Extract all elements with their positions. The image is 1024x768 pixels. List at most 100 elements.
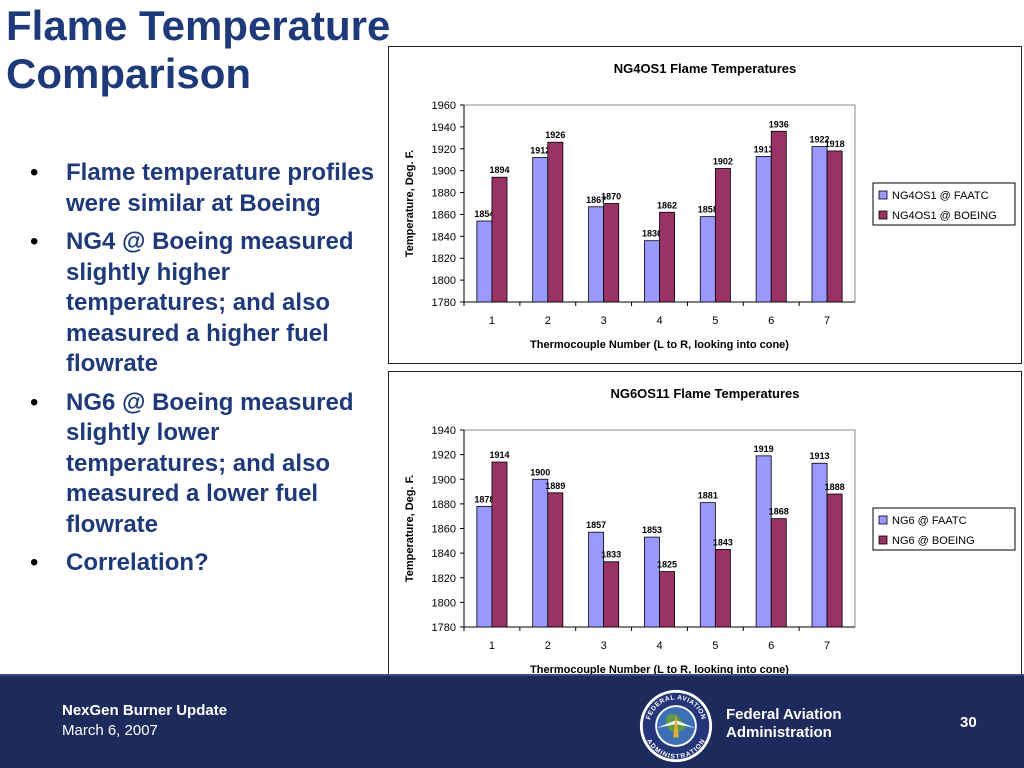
data-label: 1858 <box>698 205 718 215</box>
x-tick-label: 6 <box>768 315 774 327</box>
bullet-item: • NG6 @ Boeing measured slightly lower te… <box>30 388 380 541</box>
slide-title: Flame Temperature Comparison <box>6 2 390 98</box>
data-label: 1902 <box>713 156 733 166</box>
data-label: 1867 <box>586 195 606 205</box>
bullet-text: NG4 @ Boeing measured slightly higher te… <box>66 228 354 377</box>
bullet-glyph: • <box>30 549 39 576</box>
data-label: 1870 <box>601 192 621 202</box>
y-tick-label: 1840 <box>432 548 456 560</box>
y-tick-label: 1880 <box>432 188 456 200</box>
y-tick-label: 1940 <box>432 122 456 134</box>
data-label: 1912 <box>530 146 550 156</box>
data-label: 1854 <box>474 209 494 219</box>
data-label: 1919 <box>754 444 774 454</box>
legend-swatch <box>878 515 888 525</box>
bar <box>603 203 620 303</box>
legend-label: NG6 @ BOEING <box>892 535 975 547</box>
y-tick-label: 1940 <box>432 425 456 437</box>
y-tick-label: 1780 <box>432 297 456 309</box>
y-tick-label: 1900 <box>432 166 456 178</box>
x-tick-label: 7 <box>824 315 830 327</box>
ng6os11-chart: NG6OS11 Flame Temperatures 1780 1800 1820 18… <box>388 371 1022 689</box>
legend-label: NG4OS1 @ BOEING <box>892 210 997 222</box>
legend-box <box>872 182 1016 226</box>
data-label: 1868 <box>769 507 789 517</box>
bar <box>644 240 660 303</box>
bar <box>755 455 772 628</box>
data-label: 1857 <box>586 520 606 530</box>
chart-title: NG4OS1 Flame Temperatures <box>614 61 797 76</box>
bar <box>532 157 549 303</box>
bar <box>547 492 564 628</box>
agency-name-line-1: Federal Aviation <box>726 706 842 723</box>
page-number: 30 <box>960 714 977 731</box>
bullet-text: NG6 @ Boeing measured slightly lower tem… <box>66 388 354 538</box>
y-axis-title: Temperature, Deg. F. <box>404 475 416 582</box>
data-label: 1825 <box>657 560 677 570</box>
bar <box>659 571 675 628</box>
x-tick-label: 3 <box>601 640 607 652</box>
y-tick-label: 1820 <box>432 253 456 265</box>
bullet-text: Flame temperature profiles were similar … <box>66 159 375 217</box>
y-tick-label: 1800 <box>432 275 456 287</box>
ng4os1-chart-svg: NG4OS1 Flame Temperatures 1780 1800 1820 184… <box>404 61 1016 351</box>
y-tick-label: 1800 <box>432 597 456 609</box>
x-tick-label: 5 <box>712 315 718 327</box>
bullet-item: • Correlation? <box>30 548 380 579</box>
ng4os1-chart: NG4OS1 Flame Temperatures 1780 1800 1820 184… <box>388 46 1022 364</box>
agency-name: Federal Aviation Administration <box>726 706 842 742</box>
y-tick-label: 1820 <box>432 573 456 585</box>
bullet-text: Correlation? <box>66 549 209 576</box>
bar <box>476 220 493 303</box>
y-tick-label: 1920 <box>432 144 456 156</box>
ng6os11-chart-svg: NG6OS11 Flame Temperatures 1780 1800 1820 18… <box>404 386 1016 676</box>
data-label: 1894 <box>489 165 509 175</box>
x-axis-title: Thermocouple Number (L to R, looking int… <box>530 664 789 676</box>
bar <box>476 505 493 628</box>
y-tick-label: 1780 <box>432 622 456 634</box>
data-label: 1936 <box>769 119 789 129</box>
legend-label: NG6 @ FAATC <box>892 515 967 527</box>
legend-label: NG4OS1 @ FAATC <box>892 190 989 202</box>
y-tick-label: 1860 <box>432 524 456 536</box>
chart-title: NG6OS11 Flame Temperatures <box>610 386 799 401</box>
data-label: 1926 <box>545 130 565 140</box>
bar <box>755 156 772 303</box>
bar <box>491 176 508 303</box>
bullet-glyph: • <box>30 388 39 416</box>
data-label: 1853 <box>642 525 662 535</box>
bar <box>547 141 564 303</box>
y-tick-label: 1920 <box>432 450 456 462</box>
bar <box>826 150 843 303</box>
x-tick-label: 2 <box>545 315 551 327</box>
bar <box>588 531 605 628</box>
bar <box>491 461 508 628</box>
x-tick-label: 3 <box>601 315 607 327</box>
bar <box>714 168 731 303</box>
legend-swatch <box>878 535 888 545</box>
bullet-list: • Flame temperature profiles were similar… <box>30 158 380 587</box>
data-label: 1881 <box>698 491 718 501</box>
agency-name-line-2: Administration <box>726 724 832 741</box>
bar <box>532 478 549 628</box>
y-tick-label: 1960 <box>432 100 456 112</box>
x-tick-label: 1 <box>489 640 495 652</box>
x-tick-label: 5 <box>712 640 718 652</box>
data-label: 1843 <box>713 537 733 547</box>
data-label: 1889 <box>545 481 565 491</box>
data-label: 1913 <box>810 451 830 461</box>
data-label: 1836 <box>642 229 662 239</box>
bar <box>811 146 828 303</box>
presentation-title: NexGen Burner Update <box>62 702 228 719</box>
x-tick-label: 4 <box>656 640 662 652</box>
bar <box>770 518 787 628</box>
x-tick-label: 7 <box>824 640 830 652</box>
bar <box>588 206 605 303</box>
x-tick-label: 6 <box>768 640 774 652</box>
y-tick-label: 1840 <box>432 231 456 243</box>
y-tick-label: 1880 <box>432 499 456 511</box>
bar <box>699 216 716 303</box>
slide-title-line-2: Comparison <box>6 50 252 97</box>
bullet-glyph: • <box>30 159 39 186</box>
legend-box <box>872 507 1016 551</box>
